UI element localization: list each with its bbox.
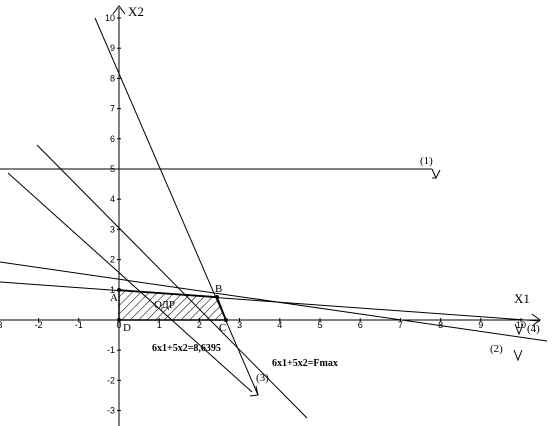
x-tick-label: 8 (438, 320, 443, 330)
point-a (117, 288, 121, 292)
line-label: (1) (420, 155, 433, 167)
x-tick-label: 6 (358, 320, 363, 330)
y-tick-label: 4 (110, 194, 115, 204)
objective-line (7, 172, 253, 393)
x-arrow (531, 313, 541, 327)
x-tick-label: -2 (35, 320, 43, 330)
line-4 (0, 281, 541, 322)
arrow-3 (249, 385, 259, 397)
point-label: A (110, 292, 118, 304)
x-tick-label: 3 (237, 320, 242, 330)
objective-max-line (36, 144, 308, 419)
constraint-lines (0, 17, 548, 419)
line-3 (94, 17, 259, 396)
y-tick-label: -3 (107, 406, 115, 416)
y-tick-label: 7 (110, 104, 115, 114)
x-tick-label: 5 (317, 320, 322, 330)
line-label: (2) (490, 343, 503, 355)
point-label: D (123, 322, 131, 334)
point-d (117, 318, 121, 322)
x-tick-label: 4 (277, 320, 282, 330)
x-tick-label: -3 (0, 320, 2, 330)
arrow-1 (431, 168, 441, 179)
axes: X2 X1 -3-2-1012345678910-3-2-11234567891… (0, 4, 541, 426)
line-label: (4) (527, 323, 540, 335)
y-tick-label: -1 (107, 345, 115, 355)
x-tick-label: 0 (116, 320, 121, 330)
x-tick-label: 10 (516, 320, 526, 330)
x-tick-label: 9 (478, 320, 483, 330)
equation: 6x1+5x2=Fmax (272, 358, 338, 369)
y-tick-label: -2 (107, 375, 115, 385)
point-label: B (215, 283, 222, 295)
y-tick-label: 10 (105, 13, 115, 23)
x-tick-label: 7 (398, 320, 403, 330)
labels: (1) (2) (3) (4) 6x1+5x2=8,6395 6x1+5x2=F… (110, 155, 540, 384)
y-arrow (112, 5, 126, 15)
y-tick-label: 8 (110, 73, 115, 83)
point-b (215, 295, 219, 299)
x-axis-label: X1 (514, 291, 530, 306)
equation: 6x1+5x2=8,6395 (152, 343, 221, 354)
arrow-4 (514, 323, 524, 336)
point-c (224, 318, 228, 322)
x-tick-label: 2 (197, 320, 202, 330)
region-label: ОДР (154, 299, 175, 311)
arrow-2 (513, 349, 523, 362)
line-label: (3) (256, 372, 269, 384)
y-tick-label: 6 (110, 134, 115, 144)
y-axis-label: X2 (128, 4, 144, 19)
y-tick-label: 3 (110, 224, 115, 234)
x-tick-label: 1 (157, 320, 162, 330)
y-tick-label: 9 (110, 43, 115, 53)
y-tick-label: 2 (110, 255, 115, 265)
point-label: C (219, 322, 226, 334)
x-tick-label: -1 (75, 320, 83, 330)
